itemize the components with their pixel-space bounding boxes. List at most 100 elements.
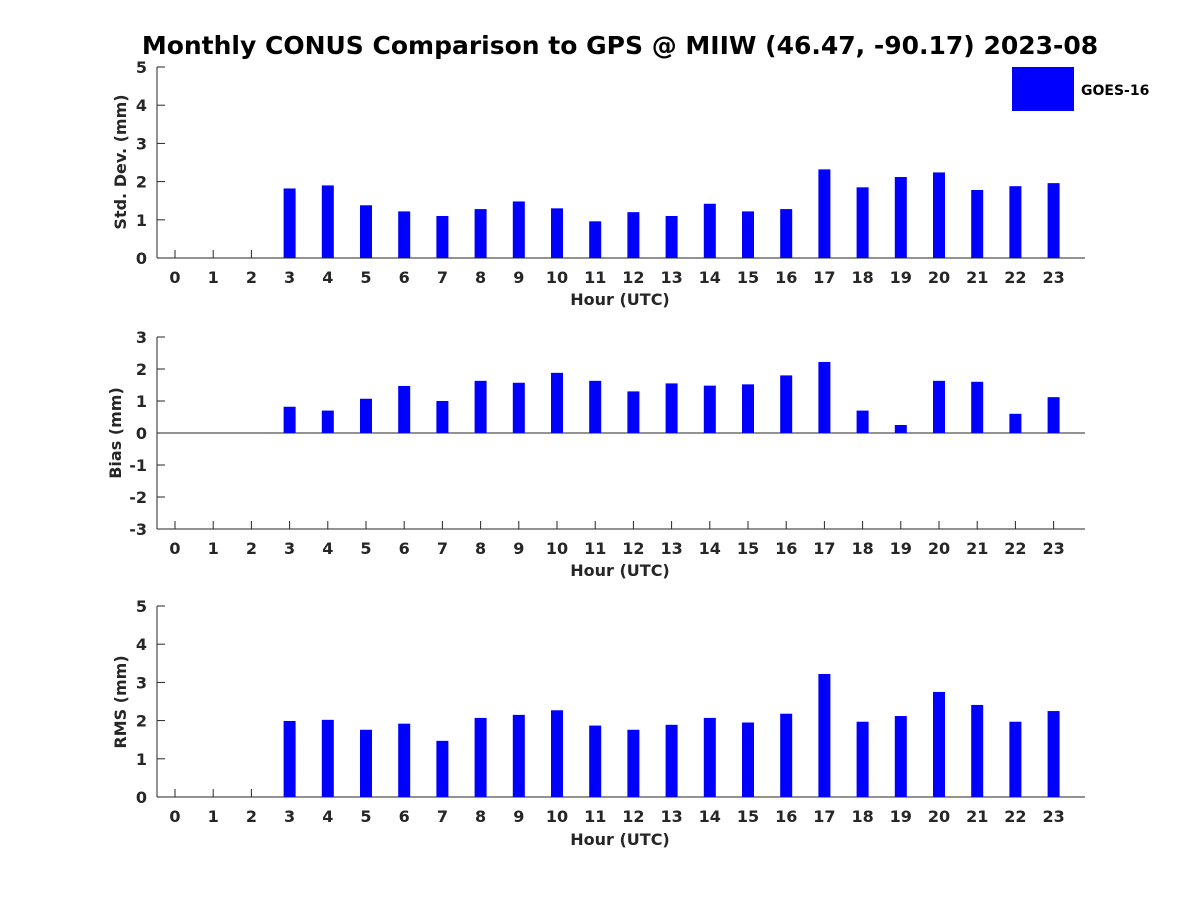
y-tick-label-std: 1 [136,211,147,230]
bar-bias-hour-8 [474,380,487,433]
x-tick-label-bias: 21 [966,539,988,558]
x-tick-label-rms: 15 [737,807,759,826]
bar-rms-hour-4 [321,719,334,797]
bar-rms-hour-19 [894,716,907,797]
bar-bias-hour-11 [589,380,602,433]
x-tick-label-std: 2 [246,268,257,287]
bar-rms-hour-18 [856,721,869,797]
bar-rms-hour-20 [933,691,945,797]
y-tick-label-std: 5 [136,58,147,77]
bar-std-hour-10 [551,208,563,258]
bar-bias-hour-9 [512,382,525,433]
x-tick-label-std: 15 [737,268,759,287]
x-tick-label-bias: 15 [737,539,759,558]
x-tick-label-std: 10 [546,268,568,287]
bar-rms-hour-22 [1009,721,1022,797]
bar-bias-hour-23 [1047,397,1060,433]
bar-rms-hour-23 [1047,711,1060,797]
x-axis-label-std-dev: Hour (UTC) [570,290,670,309]
y-tick-label-bias: 1 [136,392,147,411]
y-tick-label-std: 3 [136,134,147,153]
x-tick-label-std: 0 [169,268,180,287]
bar-std-hour-14 [703,203,716,258]
x-tick-label-std: 21 [966,268,988,287]
y-tick-label-rms: 3 [136,673,147,692]
x-tick-label-rms: 10 [546,807,568,826]
x-tick-label-rms: 17 [813,807,835,826]
bar-std-hour-3 [283,188,296,258]
x-tick-label-rms: 9 [513,807,524,826]
bar-std-hour-17 [818,169,831,258]
bar-std-hour-12 [627,212,640,258]
bar-rms-hour-9 [512,714,525,797]
bar-std-hour-6 [398,211,411,258]
x-tick-label-bias: 12 [622,539,644,558]
bar-bias-hour-4 [321,410,334,433]
x-tick-label-std: 7 [437,268,448,287]
x-tick-label-bias: 23 [1042,539,1064,558]
y-tick-label-bias: -3 [129,520,147,539]
y-tick-label-std: 0 [136,249,147,268]
x-tick-label-rms: 18 [851,807,873,826]
bar-rms-hour-11 [589,725,602,797]
x-tick-label-rms: 4 [322,807,333,826]
x-tick-label-bias: 8 [475,539,486,558]
y-tick-label-bias: 2 [136,360,147,379]
chart-title: Monthly CONUS Comparison to GPS @ MIIW (… [142,31,1098,60]
x-tick-label-bias: 14 [699,539,721,558]
bar-bias-hour-21 [971,381,984,433]
y-tick-label-rms: 5 [136,597,147,616]
bar-rms-hour-17 [818,673,831,797]
bar-bias-hour-7 [436,401,449,433]
x-tick-label-bias: 16 [775,539,797,558]
x-tick-label-rms: 11 [584,807,606,826]
bar-std-hour-5 [360,205,372,258]
x-tick-label-rms: 19 [890,807,912,826]
bar-std-hour-20 [933,172,945,258]
y-tick-label-bias: -2 [129,488,147,507]
x-tick-label-std: 17 [813,268,835,287]
x-tick-label-bias: 17 [813,539,835,558]
bar-bias-hour-19 [894,425,907,433]
x-tick-label-bias: 3 [284,539,295,558]
bar-std-hour-11 [589,221,602,258]
legend: GOES-16 [1012,67,1149,111]
x-tick-label-std: 20 [928,268,950,287]
bar-bias-hour-6 [398,385,411,433]
bar-rms-hour-6 [398,723,411,797]
x-tick-label-rms: 1 [208,807,219,826]
x-tick-label-bias: 0 [169,539,180,558]
bar-rms-hour-3 [283,720,296,797]
legend-label-goes-16: GOES-16 [1081,83,1149,99]
x-tick-label-bias: 20 [928,539,950,558]
bar-rms-hour-13 [665,724,678,797]
x-tick-label-rms: 7 [437,807,448,826]
x-tick-label-rms: 14 [699,807,721,826]
x-tick-label-std: 19 [890,268,912,287]
x-tick-label-rms: 8 [475,807,486,826]
bar-bias-hour-12 [627,391,640,433]
y-tick-label-bias: 0 [136,424,147,443]
bar-rms-hour-5 [360,729,372,797]
y-tick-label-bias: -1 [129,456,147,475]
x-tick-label-rms: 16 [775,807,797,826]
x-tick-label-rms: 0 [169,807,180,826]
bar-std-hour-21 [971,190,984,258]
x-tick-label-std: 9 [513,268,524,287]
x-tick-label-std: 5 [360,268,371,287]
x-tick-label-bias: 18 [851,539,873,558]
x-tick-label-bias: 5 [360,539,371,558]
x-tick-label-std: 4 [322,268,333,287]
bar-bias-hour-3 [283,406,296,433]
x-tick-label-bias: 19 [890,539,912,558]
bar-std-hour-23 [1047,183,1060,258]
x-tick-label-std: 16 [775,268,797,287]
y-tick-label-std: 2 [136,173,147,192]
bar-rms-hour-16 [780,713,793,797]
bar-std-hour-9 [512,201,525,258]
x-tick-label-std: 8 [475,268,486,287]
